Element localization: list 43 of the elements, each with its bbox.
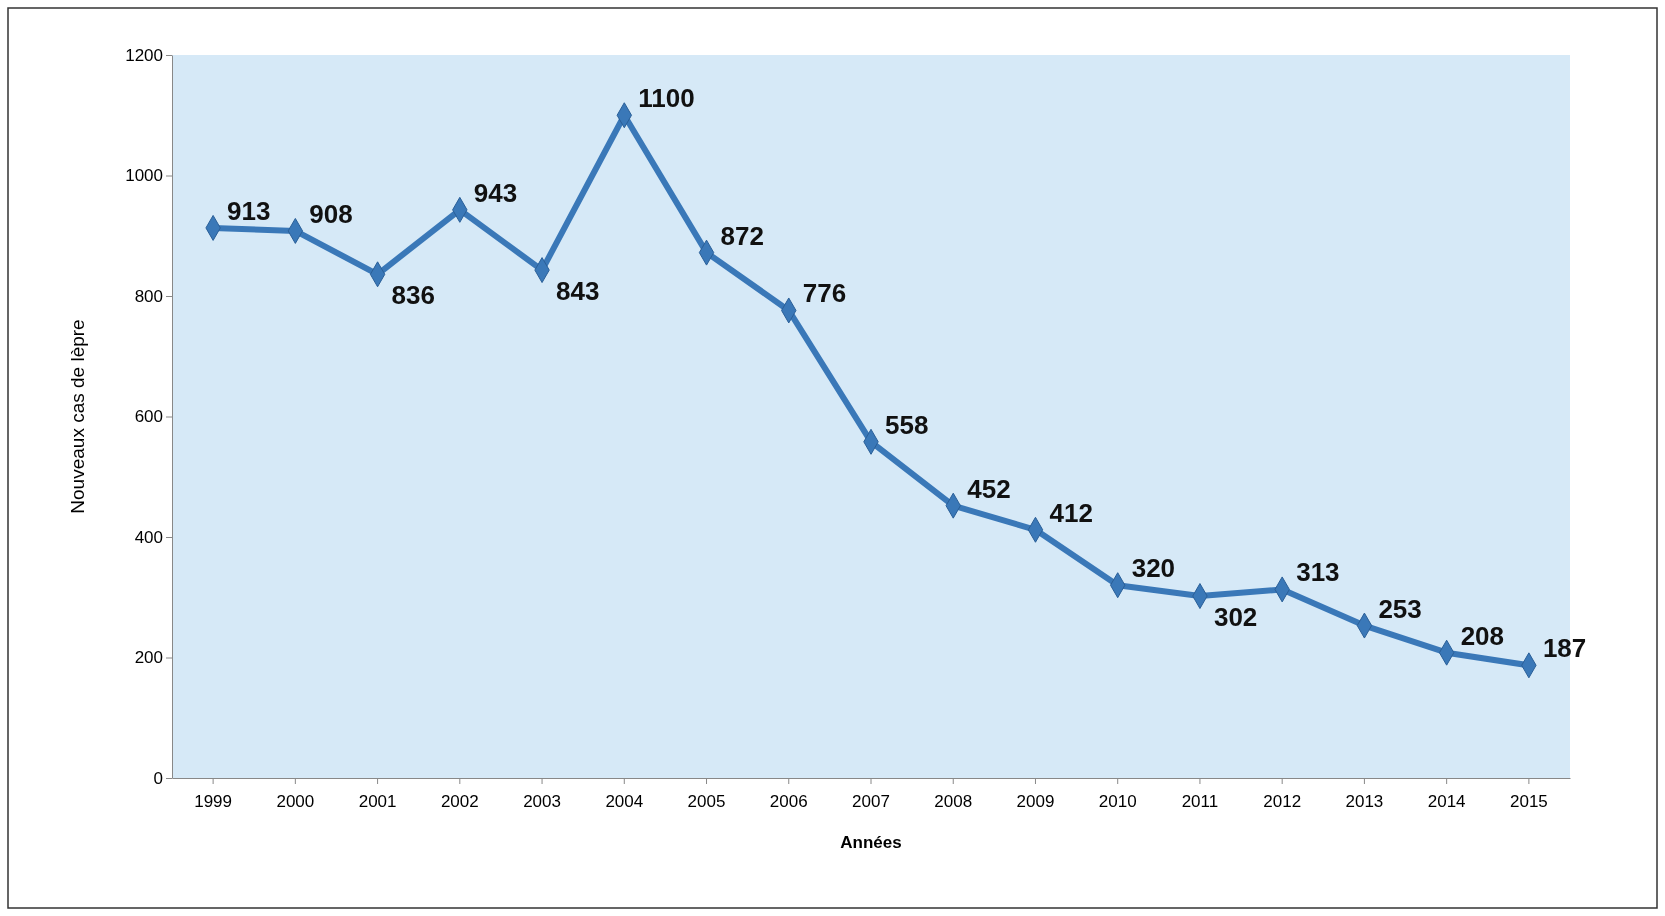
data-label: 187 xyxy=(1542,633,1587,664)
y-tick-label: 200 xyxy=(134,648,163,668)
x-tick-label: 2005 xyxy=(687,792,726,812)
x-tick-label: 2009 xyxy=(1016,792,1055,812)
y-tick-label: 0 xyxy=(153,768,163,788)
x-tick-label: 2015 xyxy=(1509,792,1548,812)
x-tick-label: 2000 xyxy=(276,792,315,812)
data-label: 836 xyxy=(391,280,435,311)
data-label: 452 xyxy=(967,473,1011,504)
data-label: 843 xyxy=(556,276,600,307)
data-label: 313 xyxy=(1296,557,1340,588)
x-tick-label: 2004 xyxy=(605,792,644,812)
x-tick-label: 2010 xyxy=(1098,792,1137,812)
data-label: 558 xyxy=(885,409,929,440)
x-tick-label: 2002 xyxy=(440,792,479,812)
x-tick-label: 2012 xyxy=(1263,792,1302,812)
data-label: 253 xyxy=(1378,593,1422,624)
y-tick-label: 600 xyxy=(134,407,163,427)
data-label: 320 xyxy=(1131,553,1176,584)
data-label: 208 xyxy=(1460,620,1505,651)
x-tick-label: 2013 xyxy=(1345,792,1384,812)
data-label: 908 xyxy=(309,198,353,229)
data-label: 943 xyxy=(473,177,518,208)
x-tick-label: 2008 xyxy=(934,792,973,812)
y-tick-label: 400 xyxy=(134,527,163,547)
data-label: 913 xyxy=(227,195,271,226)
x-tick-label: 2014 xyxy=(1427,792,1466,812)
data-label: 302 xyxy=(1213,602,1258,633)
x-tick-label: 2003 xyxy=(523,792,561,812)
x-axis-title: Années xyxy=(840,833,902,852)
x-tick-label: 2006 xyxy=(769,792,808,812)
data-label: 872 xyxy=(720,220,764,251)
x-tick-label: 2007 xyxy=(852,792,890,812)
data-label: 776 xyxy=(802,278,847,309)
x-tick-label: 2011 xyxy=(1181,792,1219,812)
y-tick-label: 1000 xyxy=(125,166,163,186)
data-label: 412 xyxy=(1049,497,1093,528)
x-tick-label: 2001 xyxy=(358,792,397,812)
y-axis-title: Nouveaux cas de lèpre xyxy=(67,319,88,514)
x-tick-label: 1999 xyxy=(194,792,233,812)
data-label: 1100 xyxy=(638,83,695,114)
y-tick-label: 1200 xyxy=(125,45,163,65)
y-tick-label: 800 xyxy=(134,286,163,306)
